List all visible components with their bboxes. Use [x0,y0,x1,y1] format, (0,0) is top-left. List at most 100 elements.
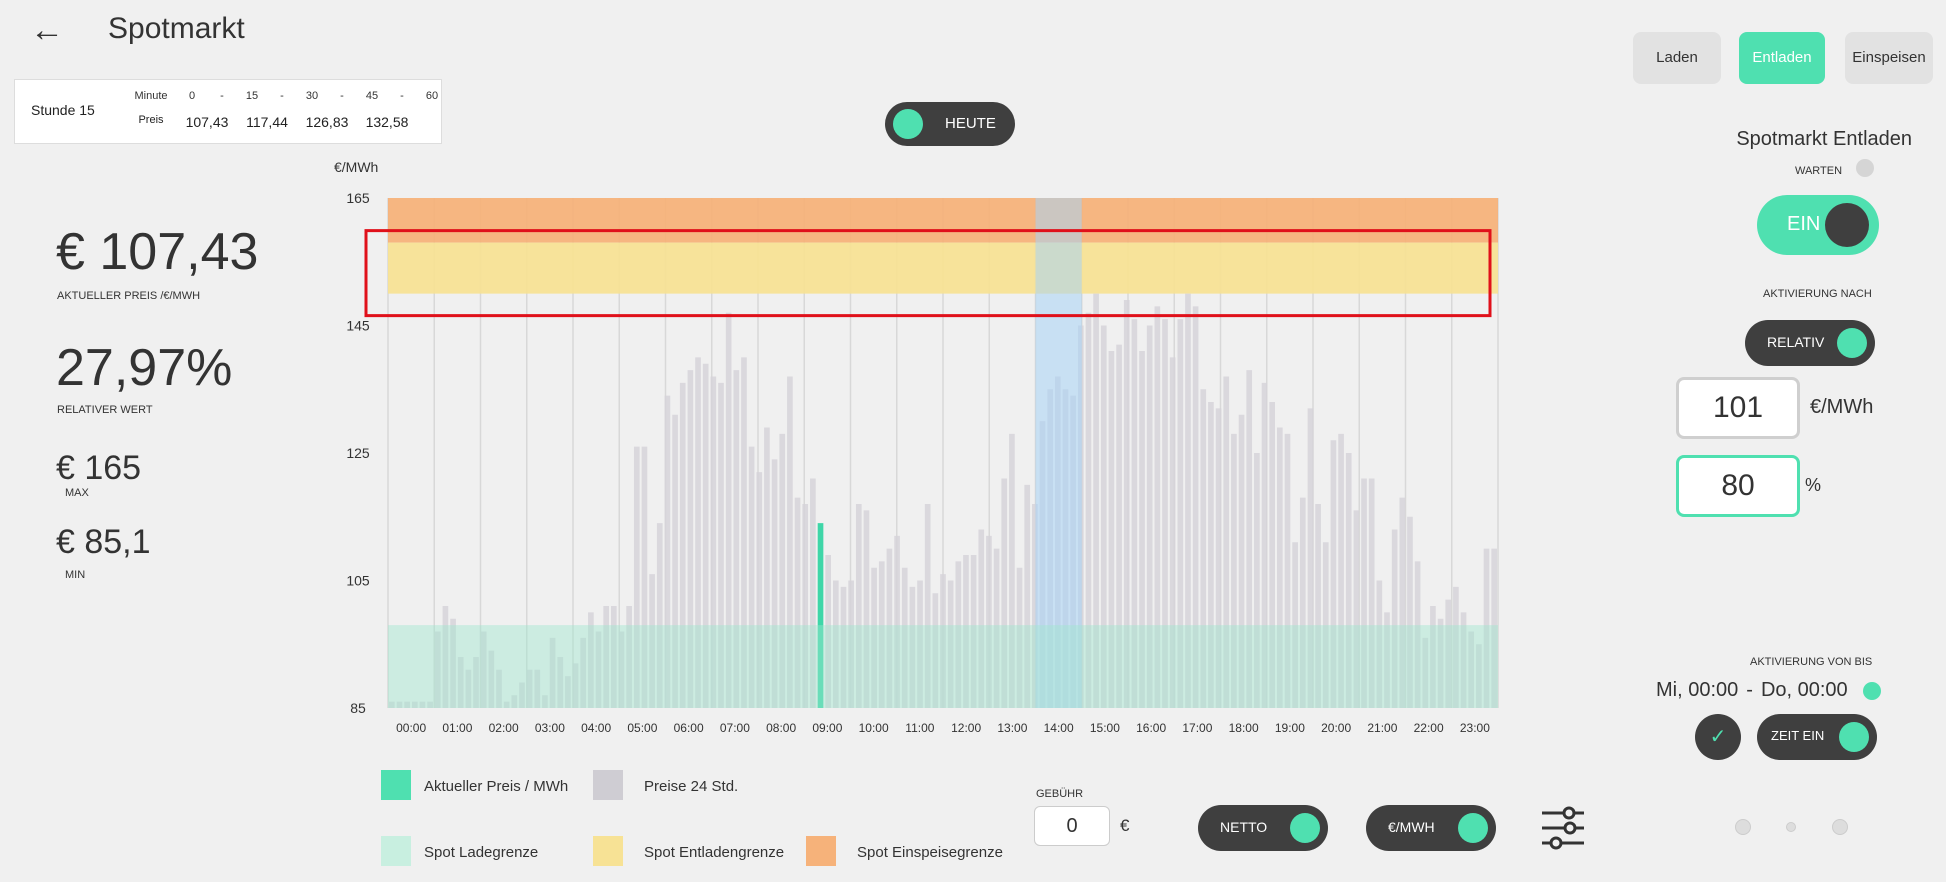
tab-einspeisen[interactable]: Einspeisen [1845,32,1933,84]
x-tick-label: 01:00 [442,721,472,735]
legend-swatch-ladegrenze [381,836,411,866]
relativ-label: RELATIV [1767,334,1825,350]
chart-bar [1093,293,1099,708]
legend-swatch-current [381,770,411,800]
percent-unit: % [1805,475,1822,495]
max-value: € 165 [56,449,142,487]
chart-bar [496,669,502,708]
chart-bar [993,548,1000,708]
chart-bar [580,637,587,708]
legend-label-current: Aktueller Preis / MWh [424,778,569,795]
chart-bar [695,357,701,708]
minute-sep: - [280,90,284,102]
x-tick-label: 11:00 [905,721,934,735]
toggle-knob [893,109,923,139]
chart-bar [419,701,426,708]
pager-dot[interactable] [1735,819,1751,835]
chart-bar [1024,484,1031,708]
chart-bar [1292,542,1298,708]
legend-swatch-einspeisegrenze [806,836,836,866]
fee-input[interactable]: 0 [1034,806,1110,846]
chart-bar [519,682,525,708]
check-icon[interactable]: ✓ [1695,714,1741,760]
hour-label: Stunde 15 [31,102,95,118]
chart-bar [940,574,946,708]
price-threshold-input[interactable]: 101 [1676,377,1800,439]
warten-label: WARTEN [1795,165,1843,177]
chart-bar [1460,612,1467,708]
x-tick-label: 16:00 [1136,721,1166,735]
price-value: 126,83 [305,114,349,130]
chart-bar [1345,453,1352,708]
chart-bar [1391,529,1398,708]
chart-bar [710,376,717,708]
chart-bar [947,580,954,708]
chart-bar [917,580,923,708]
chart-bar [1368,478,1375,708]
x-tick-label: 03:00 [535,721,565,735]
status-dot [1863,682,1881,700]
minute-value: 0 [188,90,196,102]
chart-bar [1322,542,1329,708]
chart-bar [1261,382,1268,708]
chart-bar [526,669,533,708]
chart-bar [771,459,778,708]
netto-toggle[interactable]: NETTO [1198,805,1328,851]
chart-bar [1307,408,1314,708]
chart-bar [1476,644,1482,708]
chart-bar [511,695,518,708]
y-axis-label: €/MWh [334,159,378,175]
heute-toggle[interactable]: HEUTE [885,102,1015,146]
prices-row: Preis 107,43 117,44 126,83 132,58 [125,114,417,130]
current-price-value: € 107,43 [56,223,259,281]
ein-label: EIN [1787,213,1821,235]
chart-bar [1445,599,1452,708]
price-value: 107,43 [185,114,229,130]
pager-dot[interactable] [1832,819,1848,835]
minute-value: 30 [305,90,319,102]
chart-bar [1108,351,1115,708]
chart-bar [718,382,724,708]
chart-bar [886,548,893,708]
zone-einspeisegrenze [388,198,1498,243]
chart-bar [825,555,831,708]
chart-bar [1422,637,1429,708]
chart-bar [1116,344,1122,708]
max-label: MAX [65,487,89,499]
price-value: 117,44 [246,114,288,130]
tab-entladen[interactable]: Entladen [1739,32,1825,84]
chart-bar [1192,306,1199,708]
chart-bar [1468,631,1475,708]
back-arrow-icon[interactable]: ← [30,11,64,49]
chart-bar [863,510,870,708]
chart-bar [756,472,763,708]
ein-toggle[interactable]: EIN [1757,195,1879,255]
pager-dot[interactable] [1786,822,1796,832]
heute-label: HEUTE [945,115,996,132]
x-tick-label: 19:00 [1275,721,1305,735]
chart-bar [733,370,740,708]
unit-toggle[interactable]: €/MWH [1366,805,1496,851]
chart-bar [1246,370,1253,708]
chart-bar [741,357,747,708]
chart-bar [764,427,770,708]
chart-bar [779,433,786,708]
right-panel-title: Spotmarkt Entladen [1736,128,1912,150]
aktivierung-von-bis-label: AKTIVIERUNG VON BIS [1750,656,1873,668]
zeit-ein-toggle[interactable]: ZEIT EIN [1757,714,1877,760]
chart-bar [1016,567,1023,708]
tab-laden[interactable]: Laden [1633,32,1721,84]
y-tick-label: 125 [346,445,370,461]
chart-bar [473,657,479,708]
minute-value: 45 [365,90,379,102]
time-from: Mi, 00:00 [1656,679,1739,701]
chart-bar [978,529,985,708]
percent-threshold-input[interactable]: 80 [1676,455,1800,517]
chart-bar [542,695,548,708]
chart-bar [1254,453,1260,708]
unit-label: €/MWH [1388,819,1435,835]
relativ-toggle[interactable]: RELATIV [1745,320,1875,366]
chart-bar [1330,440,1337,708]
sliders-icon[interactable] [1540,805,1586,851]
chart-bar [656,523,663,708]
